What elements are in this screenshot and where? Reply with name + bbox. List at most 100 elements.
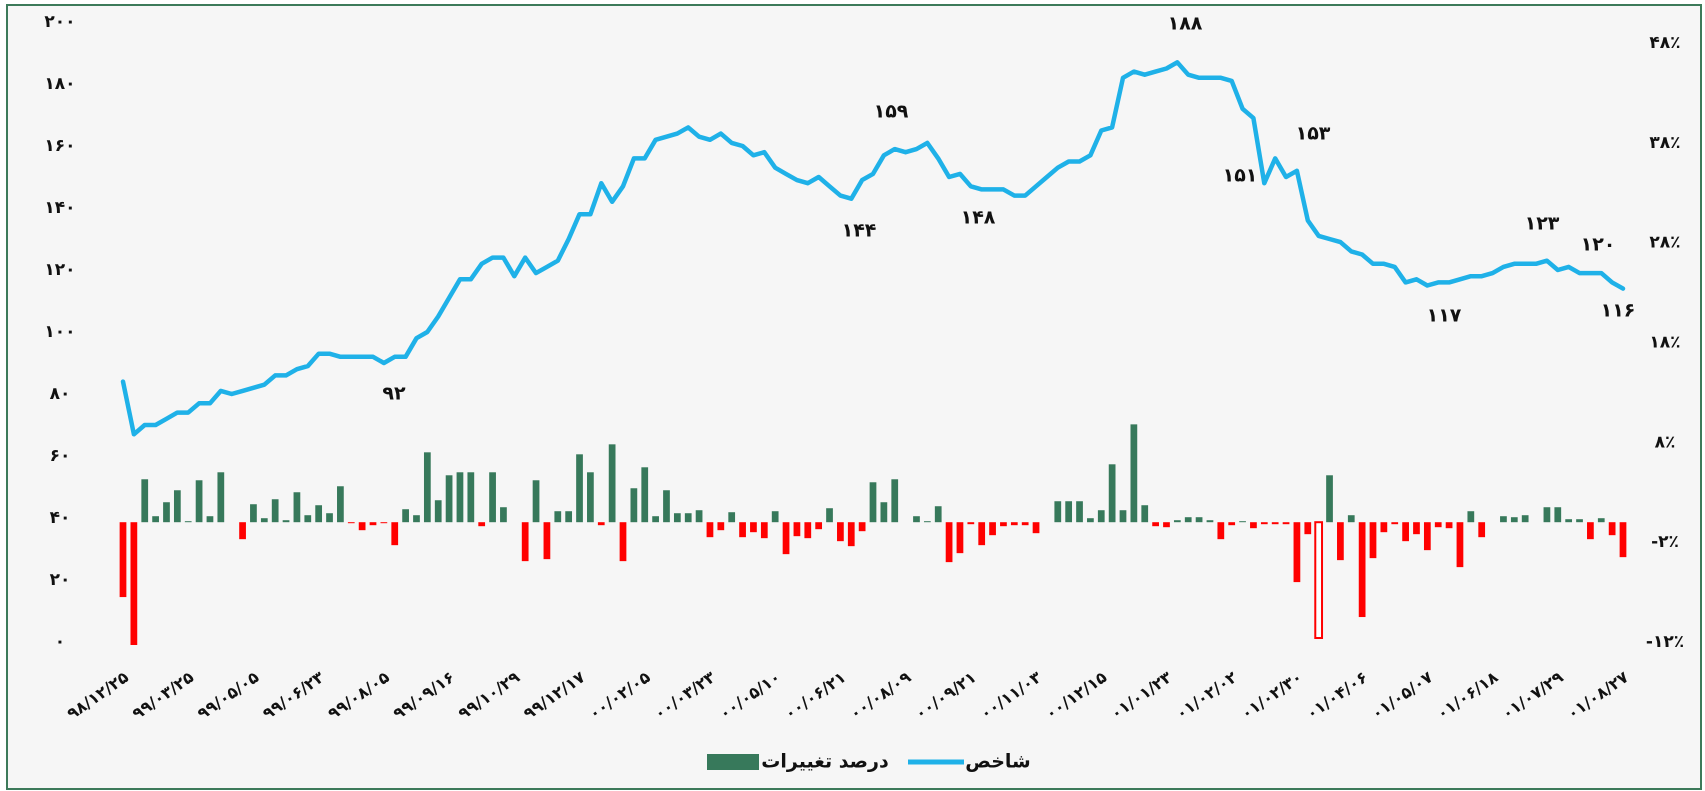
- y2-tick-label: ۲۸٪: [1649, 233, 1680, 253]
- bar: [945, 522, 953, 563]
- bar: [1347, 515, 1355, 523]
- bar: [521, 522, 529, 562]
- bar: [1402, 522, 1409, 542]
- bar: [1152, 522, 1159, 527]
- bar: [1141, 505, 1149, 523]
- y2-tick-label: ۳۸٪: [1649, 133, 1680, 153]
- bar: [891, 479, 899, 523]
- bar: [1163, 522, 1170, 528]
- y-tick-label: ۱۸۰: [44, 74, 75, 94]
- bar: [837, 522, 844, 542]
- bar: [543, 522, 551, 560]
- bar: [923, 521, 931, 523]
- legend-label: شاخص: [965, 751, 1030, 773]
- bar: [1217, 522, 1225, 540]
- bar: [1271, 522, 1279, 525]
- bar: [1337, 522, 1344, 561]
- bar: [739, 522, 746, 538]
- bar: [815, 522, 823, 530]
- bar: [1184, 517, 1192, 523]
- annotation: ۱۱۶: [1601, 300, 1636, 322]
- bar: [880, 502, 888, 523]
- bar: [152, 516, 159, 523]
- y2-tick-label: -۲٪: [1651, 532, 1679, 552]
- bar: [1021, 522, 1029, 526]
- y-tick-label: ۲۰: [50, 570, 71, 590]
- bar: [1500, 516, 1507, 523]
- y-tick-label: ۱۲۰: [44, 260, 75, 280]
- bar: [1391, 522, 1399, 525]
- bar: [967, 522, 975, 525]
- bar: [1130, 424, 1138, 523]
- bar: [260, 518, 268, 523]
- bar: [271, 499, 279, 523]
- bar: [630, 488, 638, 523]
- bar: [293, 492, 301, 523]
- annotation: ۱۸۸: [1168, 13, 1203, 35]
- bar: [1087, 518, 1094, 523]
- bar: [1510, 517, 1518, 523]
- y-tick-label: ۸۰: [50, 384, 71, 404]
- bar: [728, 512, 736, 523]
- bar: [391, 522, 399, 546]
- bar: [1032, 522, 1040, 534]
- bar: [1195, 517, 1203, 523]
- annotation: ۱۵۳: [1296, 123, 1331, 145]
- bar: [576, 454, 583, 523]
- bar: [1314, 521, 1324, 640]
- bar: [1423, 522, 1431, 551]
- bar: [315, 505, 323, 523]
- bar: [1521, 515, 1529, 523]
- bar: [217, 472, 225, 523]
- bar: [804, 522, 812, 539]
- bar: [695, 510, 703, 523]
- bar: [956, 522, 964, 554]
- annotation: ۱۵۹: [874, 101, 909, 123]
- bar: [358, 522, 366, 531]
- bar: [467, 472, 475, 523]
- bar: [304, 515, 312, 523]
- legend-swatch: [707, 754, 759, 770]
- bar: [239, 522, 246, 540]
- line: [120, 60, 1626, 437]
- annotation: ۹۲: [382, 383, 406, 405]
- bar: [913, 516, 920, 523]
- y-tick-label: ۱۴۰: [44, 198, 75, 218]
- bar: [347, 522, 355, 524]
- bar: [684, 513, 692, 523]
- bar: [706, 522, 714, 538]
- chart-frame: [6, 4, 1702, 790]
- bar: [1097, 510, 1105, 523]
- bar: [1380, 522, 1388, 533]
- bar: [663, 490, 670, 523]
- bar: [489, 472, 496, 523]
- y-tick-label: ۴۰: [50, 508, 71, 528]
- bar: [163, 502, 170, 523]
- bar: [282, 520, 290, 523]
- bar: [195, 480, 203, 523]
- bar: [445, 475, 453, 523]
- bar: [826, 508, 833, 523]
- bar: [1434, 522, 1442, 528]
- bar: [1260, 522, 1268, 525]
- bar: [1228, 522, 1236, 526]
- bar: [478, 522, 486, 527]
- bar: [1076, 501, 1083, 523]
- y-tick-label: ۱۶۰: [44, 136, 75, 156]
- bar: [1543, 507, 1551, 523]
- bar: [771, 511, 779, 523]
- bar: [326, 513, 333, 523]
- bar: [130, 522, 138, 645]
- bar: [1239, 521, 1246, 523]
- bar: [1326, 475, 1333, 523]
- bar: [1619, 522, 1627, 558]
- bar: [1456, 522, 1464, 568]
- annotation: ۱۱۷: [1427, 305, 1462, 327]
- bar: [1010, 522, 1018, 526]
- bar: [250, 504, 257, 523]
- bar: [673, 513, 681, 523]
- bar: [760, 522, 768, 539]
- annotation: ۱۲۰: [1581, 234, 1616, 256]
- bar: [1576, 519, 1583, 523]
